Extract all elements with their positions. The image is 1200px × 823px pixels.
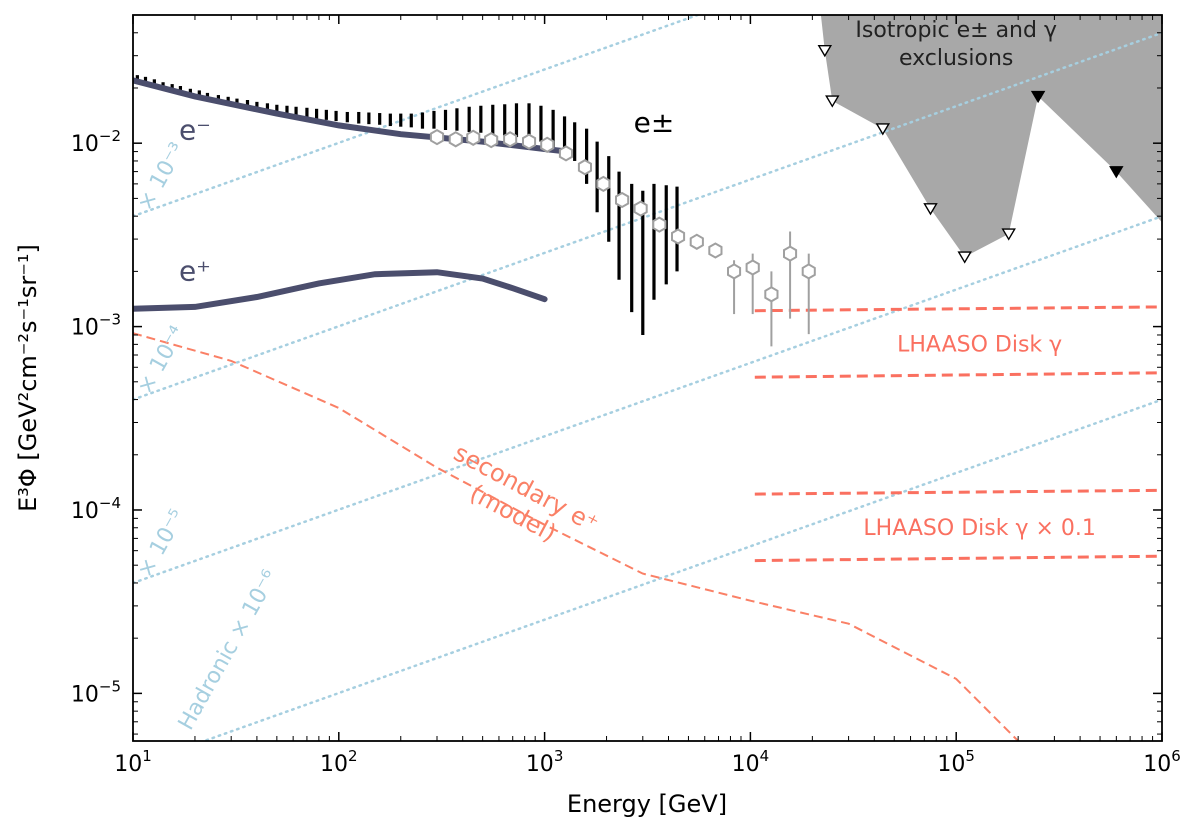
y-tick-label: 10−4 <box>71 494 121 524</box>
lhaaso-lower-line-1 <box>754 554 1162 563</box>
hexagon-point <box>522 133 537 150</box>
exclusion-label: Isotropic e± and γ exclusions <box>855 18 1057 71</box>
y-tick-label: 10−3 <box>71 311 121 341</box>
hadronic-line-3 <box>200 398 1162 741</box>
hexagon-point <box>671 228 686 245</box>
series-annotation-2: e± <box>634 106 675 139</box>
hexagon-point <box>783 245 798 262</box>
hexagon-point <box>708 242 723 259</box>
x-tick-label: 105 <box>937 747 975 777</box>
exclusion-region <box>820 15 1162 257</box>
series-annotation-1: e⁺ <box>179 255 211 288</box>
hexagon-point <box>596 175 611 193</box>
hadronic-line-1 <box>133 31 1162 401</box>
hexagon-point <box>615 191 630 209</box>
hexagon-point <box>633 200 648 217</box>
hexagon-point <box>764 286 779 303</box>
plot-area <box>133 15 1162 741</box>
hadronic-label-1e-5: × 10⁻⁵ <box>133 505 191 582</box>
hadronic-label-1e-4: × 10⁻⁴ <box>133 322 191 399</box>
hexagon-point <box>448 131 463 148</box>
x-tick-label: 101 <box>114 747 152 777</box>
x-axis-label: Energy [GeV] <box>567 790 727 818</box>
hexagon-point <box>652 216 667 233</box>
x-tick-label: 104 <box>732 747 770 777</box>
plot-frame <box>132 14 1163 742</box>
lhaaso-lower-line-0 <box>754 371 1162 379</box>
open-triangle-marker <box>825 95 840 108</box>
x-tick-label: 103 <box>526 747 564 777</box>
series-annotation-0: e⁻ <box>179 113 211 146</box>
lhaaso-label-0: LHAASO Disk γ <box>897 332 1062 357</box>
y-tick-label: 10−5 <box>71 677 121 707</box>
hadronic-label-1e-3: × 10⁻³ <box>133 139 191 216</box>
hexagon-point <box>466 129 481 146</box>
hexagon-point <box>429 128 445 146</box>
open-triangle-marker <box>875 123 891 136</box>
lhaaso-label-1: LHAASO Disk γ × 0.1 <box>863 516 1095 541</box>
open-triangle-marker <box>817 45 833 58</box>
hadronic-line-2 <box>133 214 1162 585</box>
filled-triangle-marker <box>1109 166 1124 179</box>
filled-triangle-marker <box>1030 90 1046 104</box>
hexagon-point <box>577 159 592 176</box>
secondary-positron-label: secondary e⁺(model) <box>436 439 603 563</box>
x-tick-label: 106 <box>1143 747 1181 777</box>
hexagon-point <box>745 259 760 276</box>
hexagon-point <box>558 145 573 162</box>
hexagon-point <box>484 131 499 149</box>
lhaaso-upper-line-1 <box>754 488 1162 496</box>
hexagon-point <box>689 233 704 250</box>
electron-curve <box>133 77 571 155</box>
hexagon-point <box>503 131 518 148</box>
hexagon-point <box>727 263 742 280</box>
lhaaso-upper-line-0 <box>754 305 1162 313</box>
open-triangle-marker <box>1001 228 1016 241</box>
secondary-positron-line <box>133 332 1019 741</box>
y-axis-label: E³Φ [GeV²cm⁻²s⁻¹sr⁻¹] <box>14 244 42 512</box>
hadronic-label-1e-6: Hadronic × 10⁻⁶ <box>174 566 283 734</box>
hexagon-point <box>540 136 555 153</box>
open-triangle-marker <box>957 251 972 264</box>
hexagon-point <box>801 263 816 280</box>
x-tick-label: 102 <box>320 747 358 777</box>
hadronic-line-0 <box>133 15 702 218</box>
y-tick-label: 10−2 <box>71 127 121 157</box>
positron-curve <box>133 269 548 312</box>
open-triangle-marker <box>923 203 938 216</box>
